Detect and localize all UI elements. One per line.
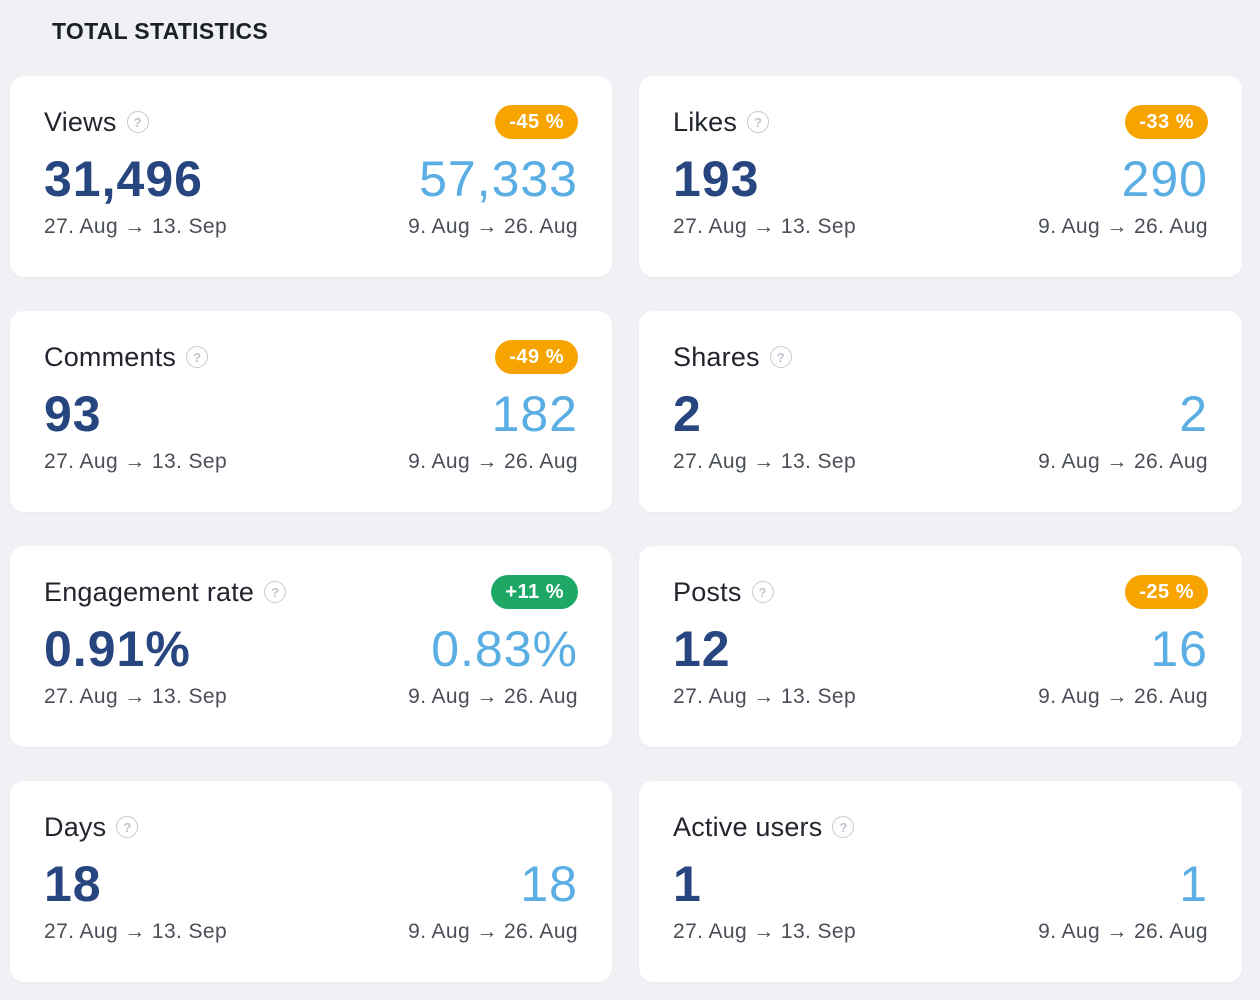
current-period: 27. Aug → 13. Sep xyxy=(673,920,857,943)
stat-card-days: Days ? 18 18 27. Aug → 13. Sep 9. Aug → … xyxy=(10,781,612,982)
help-icon[interactable]: ? xyxy=(186,346,209,368)
help-icon[interactable]: ? xyxy=(832,816,855,838)
stats-grid: Views ? -45 % 31,496 57,333 27. Aug → 13… xyxy=(10,76,1242,982)
stat-card-engagement-rate: Engagement rate ? +11 % 0.91% 0.83% 27. … xyxy=(10,546,612,747)
card-title: Days xyxy=(44,811,107,842)
current-value: 93 xyxy=(44,386,102,442)
stat-card-shares: Shares ? 2 2 27. Aug → 13. Sep 9. Aug → … xyxy=(639,311,1242,512)
card-title: Comments xyxy=(44,341,177,372)
current-period: 27. Aug → 13. Sep xyxy=(44,920,228,943)
help-icon[interactable]: ? xyxy=(264,581,287,603)
change-badge: -45 % xyxy=(495,105,578,139)
current-period: 27. Aug → 13. Sep xyxy=(44,215,228,238)
current-value: 31,496 xyxy=(44,151,203,207)
previous-value: 1 xyxy=(1179,856,1208,912)
card-title: Active users xyxy=(673,811,823,842)
current-period: 27. Aug → 13. Sep xyxy=(44,450,228,473)
previous-value: 57,333 xyxy=(419,151,578,207)
help-icon[interactable]: ? xyxy=(126,111,149,133)
current-value: 2 xyxy=(673,386,702,442)
help-icon[interactable]: ? xyxy=(747,111,770,133)
previous-value: 0.83% xyxy=(431,621,578,677)
previous-period: 9. Aug → 26. Aug xyxy=(408,920,578,943)
previous-period: 9. Aug → 26. Aug xyxy=(408,450,578,473)
stat-card-likes: Likes ? -33 % 193 290 27. Aug → 13. Sep … xyxy=(639,76,1242,277)
current-period: 27. Aug → 13. Sep xyxy=(673,450,857,473)
card-title: Views xyxy=(44,106,117,137)
change-badge: -25 % xyxy=(1125,575,1208,609)
stat-card-posts: Posts ? -25 % 12 16 27. Aug → 13. Sep 9.… xyxy=(639,546,1242,747)
card-title: Posts xyxy=(673,576,742,607)
current-value: 0.91% xyxy=(44,621,191,677)
current-value: 1 xyxy=(673,856,702,912)
previous-value: 2 xyxy=(1179,386,1208,442)
previous-period: 9. Aug → 26. Aug xyxy=(1038,450,1208,473)
stat-card-active-users: Active users ? 1 1 27. Aug → 13. Sep 9. … xyxy=(639,781,1242,982)
change-badge: -49 % xyxy=(495,340,578,374)
current-value: 193 xyxy=(673,151,760,207)
stat-card-views: Views ? -45 % 31,496 57,333 27. Aug → 13… xyxy=(10,76,612,277)
card-title: Likes xyxy=(673,106,738,137)
previous-value: 16 xyxy=(1150,621,1208,677)
card-title: Engagement rate xyxy=(44,576,255,607)
current-value: 18 xyxy=(44,856,102,912)
stat-card-comments: Comments ? -49 % 93 182 27. Aug → 13. Se… xyxy=(10,311,612,512)
change-badge: -33 % xyxy=(1125,105,1208,139)
previous-period: 9. Aug → 26. Aug xyxy=(1038,215,1208,238)
help-icon[interactable]: ? xyxy=(751,581,774,603)
previous-period: 9. Aug → 26. Aug xyxy=(1038,685,1208,708)
card-title: Shares xyxy=(673,341,760,372)
previous-period: 9. Aug → 26. Aug xyxy=(1038,920,1208,943)
previous-period: 9. Aug → 26. Aug xyxy=(408,215,578,238)
current-period: 27. Aug → 13. Sep xyxy=(673,685,857,708)
previous-value: 18 xyxy=(520,856,578,912)
help-icon[interactable]: ? xyxy=(116,816,139,838)
current-value: 12 xyxy=(673,621,731,677)
current-period: 27. Aug → 13. Sep xyxy=(673,215,857,238)
current-period: 27. Aug → 13. Sep xyxy=(44,685,228,708)
section-title: TOTAL STATISTICS xyxy=(52,18,269,44)
previous-value: 290 xyxy=(1121,151,1208,207)
previous-period: 9. Aug → 26. Aug xyxy=(408,685,578,708)
previous-value: 182 xyxy=(491,386,578,442)
change-badge: +11 % xyxy=(491,575,578,609)
help-icon[interactable]: ? xyxy=(769,346,792,368)
